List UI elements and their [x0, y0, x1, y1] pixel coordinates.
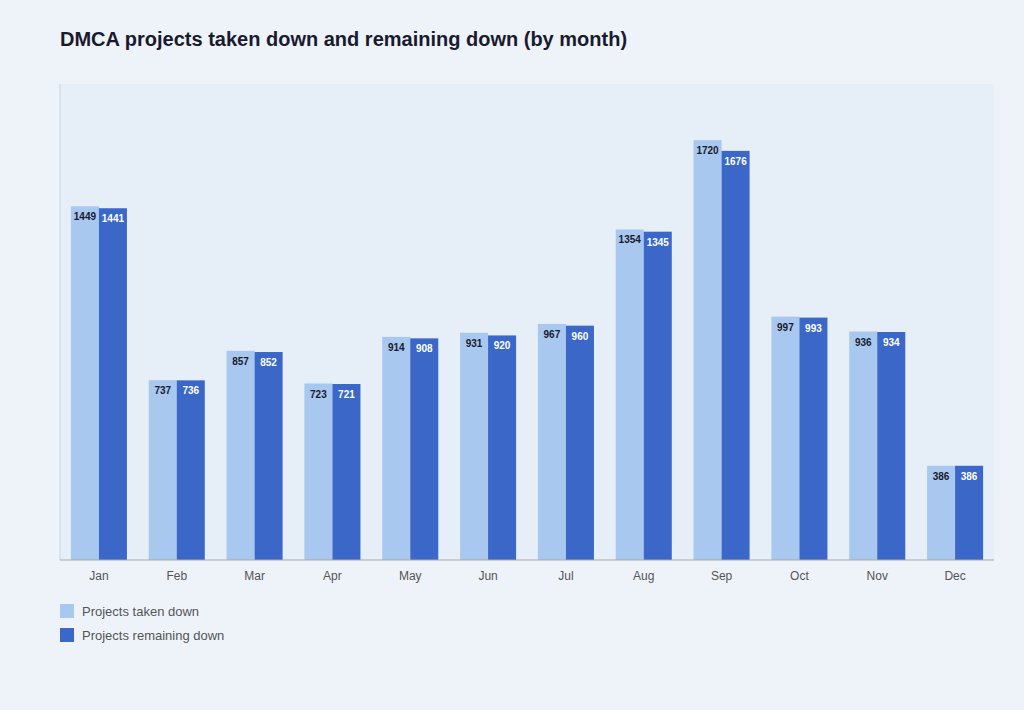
bar	[71, 206, 99, 560]
legend-label: Projects remaining down	[82, 628, 224, 643]
bar	[799, 318, 827, 560]
plot-background	[60, 84, 994, 560]
bar	[488, 335, 516, 560]
legend-swatch	[60, 628, 74, 642]
data-labels: 1449 737 857 723 914 931 967 1354 1720 997 936 386 1…	[74, 145, 978, 482]
x-tick-label: May	[399, 569, 422, 583]
page: {"chart_data": {"type": "bar", "title": …	[0, 0, 1024, 710]
data-label: 857	[232, 356, 249, 367]
data-label: 997	[777, 322, 794, 333]
data-label: 908	[416, 343, 433, 354]
data-label: 1720	[696, 145, 719, 156]
data-label: 1449	[74, 211, 97, 222]
bar	[722, 151, 750, 560]
x-axis-line	[60, 560, 994, 561]
bar	[99, 208, 127, 560]
data-label: 386	[961, 471, 978, 482]
x-tick-label: Dec	[944, 569, 965, 583]
data-label: 934	[883, 337, 900, 348]
background	[0, 0, 1024, 710]
chart-container: DMCA projects taken down and remaining d…	[0, 0, 1024, 710]
x-tick-label: Jul	[558, 569, 573, 583]
data-label: 386	[933, 471, 950, 482]
x-tick-label: Mar	[244, 569, 265, 583]
x-tick-label: Apr	[323, 569, 342, 583]
bar	[538, 324, 566, 560]
bar	[955, 466, 983, 560]
bar	[771, 317, 799, 560]
bar	[149, 380, 177, 560]
data-label: 967	[544, 329, 561, 340]
data-label: 914	[388, 342, 405, 353]
bars	[71, 140, 983, 560]
bar	[177, 380, 205, 560]
x-tick-label: Sep	[711, 569, 733, 583]
x-tick-label: Feb	[166, 569, 187, 583]
chart-svg: DMCA projects taken down and remaining d…	[0, 0, 1024, 710]
bar	[927, 466, 955, 560]
data-label: 1676	[724, 156, 747, 167]
data-label: 723	[310, 389, 327, 400]
bar	[460, 333, 488, 560]
x-tick-label: Jun	[478, 569, 497, 583]
data-label: 936	[855, 337, 872, 348]
data-label: 960	[572, 331, 589, 342]
bar	[877, 332, 905, 560]
legend-label: Projects taken down	[82, 604, 199, 619]
bar	[849, 332, 877, 560]
bar	[410, 338, 438, 560]
bar	[304, 384, 332, 560]
bar	[566, 326, 594, 560]
data-label: 920	[494, 340, 511, 351]
title: DMCA projects taken down and remaining d…	[60, 28, 627, 50]
x-tick-label: Jan	[89, 569, 108, 583]
data-label: 852	[260, 357, 277, 368]
data-label: 931	[466, 338, 483, 349]
data-label: 993	[805, 323, 822, 334]
data-label: 736	[182, 385, 199, 396]
data-label: 1354	[619, 234, 642, 245]
bar	[694, 140, 722, 560]
y-axis-line	[60, 84, 61, 560]
data-label: 1345	[647, 237, 670, 248]
bar	[332, 384, 360, 560]
legend: Projects taken down Projects remaining do…	[60, 604, 224, 643]
legend-swatch	[60, 604, 74, 618]
data-label: 737	[154, 385, 171, 396]
bar	[644, 232, 672, 560]
data-label: 1441	[102, 213, 125, 224]
bar	[382, 337, 410, 560]
bar	[616, 229, 644, 560]
x-tick-label: Oct	[790, 569, 809, 583]
data-label: 721	[338, 389, 355, 400]
x-tick-label: Nov	[867, 569, 888, 583]
bar	[227, 351, 255, 560]
bar	[255, 352, 283, 560]
x-tick-label: Aug	[633, 569, 654, 583]
